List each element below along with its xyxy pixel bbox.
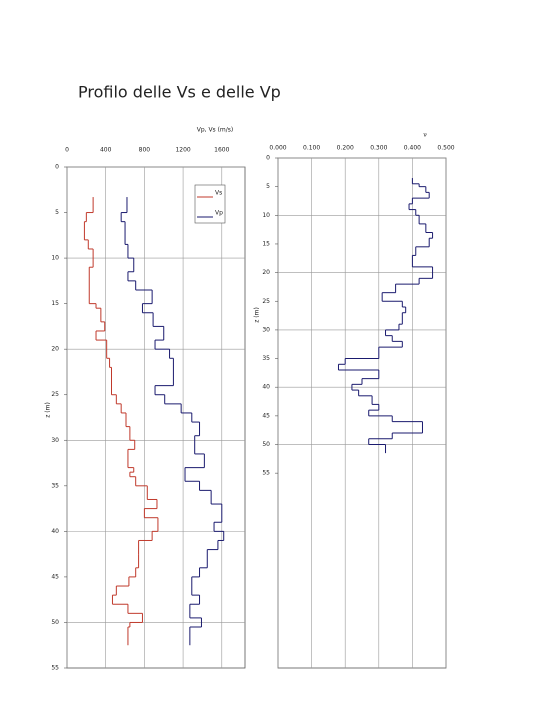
y-tick-label: 55	[262, 470, 270, 477]
page-title: Profilo delle Vs e delle Vp	[78, 83, 281, 102]
x-axis-label: ν	[423, 132, 427, 139]
y-tick-label: 25	[51, 391, 59, 398]
y-tick-label: 35	[51, 482, 59, 489]
x-tick-label: 0.500	[437, 145, 454, 152]
x-tick-label: 800	[139, 147, 151, 154]
x-tick-label: 0.400	[404, 145, 421, 152]
x-tick-label: 0.100	[303, 145, 320, 152]
y-tick-label: 15	[262, 240, 270, 247]
y-axis-label: z (m)	[254, 307, 261, 323]
y-tick-label: 5	[55, 209, 59, 216]
x-axis-label: Vp, Vs (m/s)	[197, 127, 234, 134]
x-tick-label: 1600	[214, 147, 229, 154]
y-tick-label: 35	[262, 355, 270, 362]
y-tick-label: 20	[262, 269, 270, 276]
y-tick-label: 0	[55, 164, 59, 171]
y-tick-label: 20	[51, 346, 59, 353]
y-tick-label: 40	[51, 528, 59, 535]
y-tick-label: 0	[266, 155, 270, 162]
y-tick-label: 15	[51, 300, 59, 307]
x-tick-label: 0.300	[370, 145, 387, 152]
y-tick-label: 45	[51, 573, 59, 580]
y-tick-label: 10	[51, 255, 59, 262]
y-tick-label: 30	[262, 326, 270, 333]
y-tick-label: 5	[266, 183, 270, 190]
x-tick-label: 1200	[175, 147, 190, 154]
y-tick-label: 40	[262, 384, 270, 391]
x-tick-label: 0	[65, 147, 69, 154]
legend-label: Vp	[215, 210, 223, 217]
y-tick-label: 55	[51, 665, 59, 672]
plot-frame	[66, 166, 246, 669]
y-tick-label: 30	[51, 437, 59, 444]
y-tick-label: 50	[262, 441, 270, 448]
x-tick-label: 0.000	[269, 145, 286, 152]
y-tick-label: 50	[51, 619, 59, 626]
y-tick-label: 25	[262, 298, 270, 305]
x-tick-label: 0.200	[337, 145, 354, 152]
y-tick-label: 45	[262, 412, 270, 419]
x-tick-label: 400	[100, 147, 112, 154]
legend-label: Vs	[215, 190, 222, 197]
y-tick-label: 10	[262, 212, 270, 219]
plot-frame	[277, 157, 447, 669]
y-axis-label: z (m)	[45, 402, 52, 418]
